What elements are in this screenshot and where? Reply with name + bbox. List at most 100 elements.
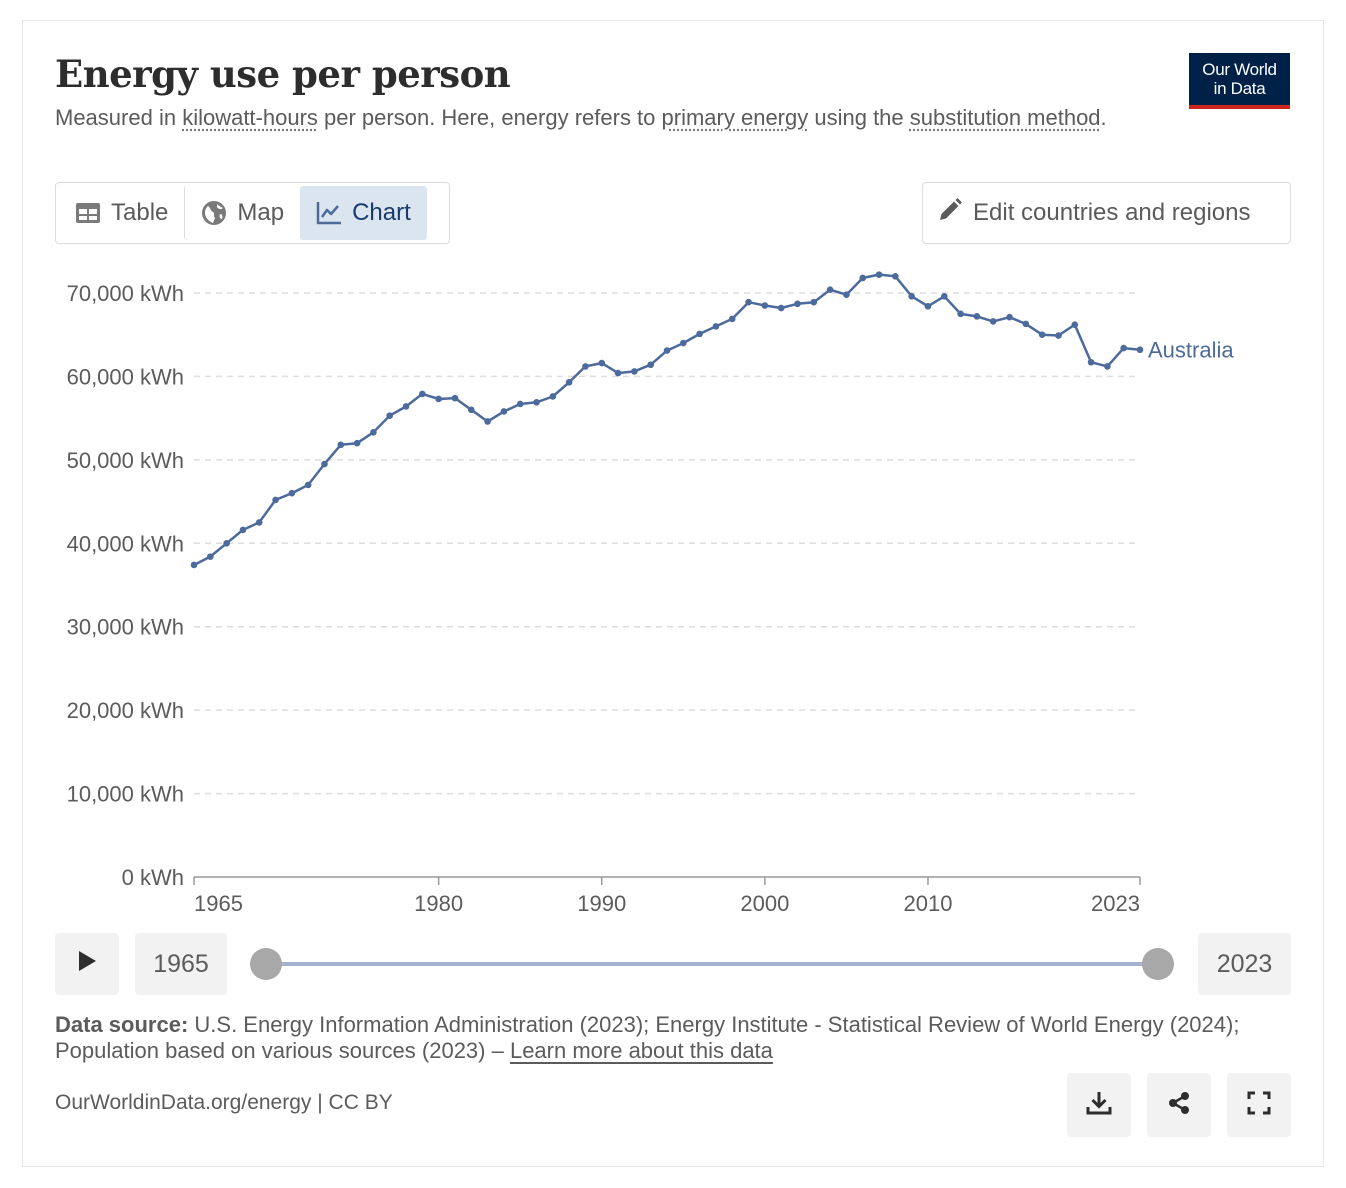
y-tick-label: 50,000 kWh [67,448,184,473]
data-point [288,489,296,497]
site-link[interactable]: OurWorldinData.org/energy [55,1091,312,1114]
data-point [875,271,883,278]
data-point [924,303,932,310]
data-point [255,519,263,526]
data-point [598,359,606,367]
globe-icon [201,200,227,226]
data-point [500,408,508,415]
tab-chart-label: Chart [352,199,411,226]
data-source: Data source: U.S. Energy Information Adm… [55,1012,1275,1064]
share-button[interactable] [1147,1073,1211,1137]
y-tick-label: 0 kWh [122,865,184,890]
download-icon [1086,1090,1112,1121]
tab-chart[interactable]: Chart [300,186,427,240]
data-source-label: Data source: [55,1012,189,1037]
y-tick-label: 40,000 kWh [67,531,184,556]
tab-map-label: Map [237,199,285,226]
y-tick-label: 70,000 kWh [67,281,184,306]
chart-frame [22,20,1324,1167]
data-point [696,330,703,338]
chart-subtitle: Measured in kilowatt-hours per person. H… [55,104,1115,132]
pencil-icon [937,197,963,230]
data-point [663,347,671,354]
data-point [304,481,312,489]
data-point [516,400,524,408]
x-tick-label: 2010 [903,891,952,916]
data-point [647,361,654,369]
tab-table[interactable]: Table [59,186,184,240]
end-year-box[interactable]: 2023 [1198,933,1291,995]
data-point [337,441,345,449]
data-point [843,291,850,298]
data-point [582,363,589,370]
license-link[interactable]: CC BY [328,1091,393,1114]
tab-map[interactable]: Map [184,186,300,240]
timeline-end-handle[interactable] [1142,948,1174,980]
data-point [940,293,948,300]
start-year-box[interactable]: 1965 [135,933,227,995]
data-point [370,429,377,436]
x-tick-label: 1980 [414,891,463,916]
logo-line-2: in Data [1213,79,1266,98]
series-line-australia [193,273,1141,567]
data-point [207,553,214,560]
data-point [386,412,394,419]
x-tick-label: 1990 [577,891,626,916]
data-point [957,310,964,318]
data-point [565,378,573,386]
x-tick-label: 1965 [194,891,243,916]
footer-attribution: OurWorldinData.org/energy | CC BY [55,1091,393,1115]
data-point [728,315,736,323]
play-button[interactable] [55,933,119,995]
subtitle-text: using the [808,105,910,130]
data-point [761,302,769,309]
download-button[interactable] [1067,1073,1131,1137]
timeline-start-handle[interactable] [250,948,282,980]
term-substitution-method[interactable]: substitution method [909,105,1101,130]
data-point [859,274,867,282]
line-chart: 0 kWh 10,000 kWh 20,000 kWh 30,000 kWh 40,00… [67,271,1234,916]
data-point [451,394,459,402]
line-chart-icon [316,201,342,225]
data-point [1071,321,1079,329]
data-point [1120,344,1127,352]
owid-logo[interactable]: Our World in Data [1189,53,1290,109]
term-kilowatt-hours[interactable]: kilowatt-hours [182,105,318,130]
data-point [239,526,247,534]
subtitle-text: per person. Here, energy refers to [317,105,662,130]
y-tick-label: 10,000 kWh [67,782,184,807]
data-point [1055,332,1062,339]
table-icon [75,202,101,224]
x-tick-label: 2023 [1091,891,1140,916]
data-point [794,300,801,308]
edit-countries-button[interactable]: Edit countries and regions [922,182,1291,244]
learn-more-link[interactable]: Learn more about this data [509,1038,773,1063]
fullscreen-icon [1247,1091,1271,1120]
term-primary-energy[interactable]: primary energy [661,105,809,130]
data-point [810,298,818,306]
data-point [533,398,540,406]
data-point [402,403,410,410]
subtitle-text: Measured in [55,105,183,130]
share-icon [1166,1090,1192,1121]
data-point [353,439,361,447]
data-point [892,273,899,280]
timeline-track[interactable] [266,962,1158,966]
data-point [745,298,752,306]
data-point [680,339,687,347]
fullscreen-button[interactable] [1227,1073,1291,1137]
subtitle-text: . [1100,105,1107,130]
data-point [908,293,915,300]
data-point [484,418,491,425]
data-point [1038,331,1046,339]
data-point [272,496,279,504]
data-point [1087,358,1095,366]
data-point [989,318,997,325]
data-point [467,406,475,414]
data-point [826,286,834,293]
data-point [712,323,720,330]
x-tick-label: 2000 [740,891,789,916]
data-point [549,393,557,400]
tab-table-label: Table [111,199,169,226]
data-point [190,561,198,569]
